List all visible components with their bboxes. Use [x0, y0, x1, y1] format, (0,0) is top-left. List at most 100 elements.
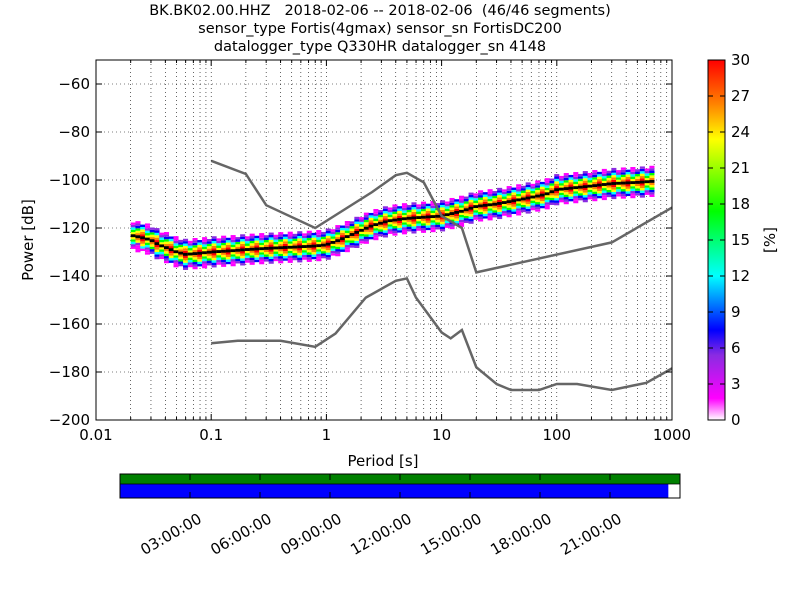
ppsd-cell — [520, 190, 526, 193]
ppsd-cell — [349, 230, 355, 234]
ppsd-cell — [221, 262, 227, 265]
ppsd-mode-cell — [202, 251, 208, 255]
ppsd-cell — [378, 231, 384, 235]
ppsd-cell — [192, 264, 198, 267]
ppsd-cell — [259, 245, 265, 248]
ppsd-cell — [549, 178, 555, 181]
ppsd-cell — [263, 239, 269, 243]
ppsd-cell — [597, 176, 603, 180]
ppsd-cell — [130, 224, 136, 228]
ppsd-cell — [378, 210, 384, 213]
ppsd-cell — [287, 260, 293, 263]
ppsd-cell — [202, 256, 208, 259]
ppsd-cell — [554, 178, 560, 182]
ppsd-cell — [254, 250, 260, 253]
ppsd-cell — [601, 192, 607, 196]
ppsd-cell — [216, 257, 222, 260]
ppsd-cell — [639, 188, 645, 191]
ppsd-cell — [259, 259, 265, 262]
ppsd-cell — [530, 191, 536, 194]
ppsd-cell — [506, 207, 512, 211]
ppsd-cell — [620, 189, 626, 192]
ppsd-cell — [292, 238, 298, 242]
ppsd-cell — [225, 237, 231, 241]
ppsd-cell — [340, 232, 346, 236]
ppsd-cell — [273, 249, 279, 252]
ppsd-cell — [411, 202, 417, 205]
ppsd-cell — [340, 230, 346, 233]
ppsd-cell — [520, 209, 526, 213]
ppsd-cell — [216, 247, 222, 251]
ppsd-cell — [511, 204, 517, 207]
ppsd-cell — [454, 220, 460, 224]
ppsd-cell — [216, 259, 222, 263]
ppsd-cell — [558, 183, 565, 186]
ppsd-cell — [497, 216, 503, 220]
ppsd-cell — [259, 254, 265, 258]
ppsd-mode-cell — [340, 237, 346, 241]
chart-subtitle-sensor: sensor_type Fortis(4gmax) sensor_sn Fort… — [198, 21, 562, 37]
ppsd-cell — [544, 180, 550, 183]
ppsd-cell — [430, 203, 436, 206]
ppsd-cell — [382, 223, 388, 226]
ppsd-cell — [325, 250, 331, 253]
ppsd-cell — [644, 182, 650, 186]
ppsd-cell — [149, 229, 155, 233]
ppsd-cell — [278, 256, 284, 259]
ppsd-cell — [216, 255, 222, 258]
ppsd-cell — [392, 211, 398, 215]
ppsd-cell — [478, 214, 484, 217]
ppsd-cell — [382, 208, 388, 212]
ppsd-mode-cell — [249, 247, 255, 251]
ppsd-cell — [297, 247, 303, 251]
ppsd-cell — [287, 255, 293, 259]
ppsd-mode-cell — [592, 184, 598, 188]
ppsd-cell — [301, 240, 308, 243]
ppsd-cell — [592, 191, 598, 195]
ppsd-cell — [416, 211, 422, 214]
ppsd-cell — [154, 232, 160, 236]
ppsd-cell — [311, 242, 317, 245]
ppsd-cell — [582, 190, 588, 193]
ppsd-cell — [511, 194, 517, 198]
ppsd-mode-cell — [497, 202, 503, 205]
ppsd-cell — [592, 182, 598, 185]
ppsd-cell — [292, 250, 298, 254]
ppsd-cell — [297, 252, 303, 256]
ppsd-cell — [601, 190, 607, 193]
ppsd-cell — [321, 248, 327, 252]
ppsd-cell — [244, 245, 250, 249]
ppsd-cell — [440, 207, 446, 210]
ppsd-cell — [292, 257, 298, 261]
ppsd-cell — [183, 265, 189, 268]
ppsd-cell — [468, 199, 474, 203]
ppsd-cell — [321, 255, 327, 259]
ppsd-cell — [573, 193, 579, 197]
ppsd-cell — [544, 185, 550, 188]
ppsd-cell — [311, 256, 317, 260]
ppsd-cell — [349, 242, 355, 246]
ppsd-cell — [420, 211, 427, 214]
ppsd-cell — [254, 242, 260, 246]
ppsd-cell — [406, 219, 412, 222]
timeline-tick-label: 21:00:00 — [557, 510, 624, 559]
ppsd-cell — [430, 222, 436, 225]
ppsd-cell — [468, 216, 474, 219]
ppsd-cell — [425, 206, 431, 209]
ppsd-cell — [573, 179, 579, 182]
ppsd-cell — [478, 219, 484, 222]
ppsd-cell — [644, 190, 650, 193]
ppsd-cell — [154, 228, 160, 231]
ppsd-cell — [301, 238, 308, 241]
ppsd-cell — [154, 256, 160, 260]
ppsd-cell — [601, 185, 607, 189]
ppsd-cell — [601, 168, 607, 172]
ppsd-cell — [259, 261, 265, 265]
ppsd-cell — [387, 214, 393, 218]
ppsd-mode-cell — [211, 250, 217, 254]
ppsd-cell — [154, 244, 160, 248]
ppsd-cell — [144, 225, 151, 229]
ppsd-cell — [202, 241, 208, 245]
ppsd-cell — [173, 255, 179, 258]
ppsd-cell — [130, 239, 136, 242]
